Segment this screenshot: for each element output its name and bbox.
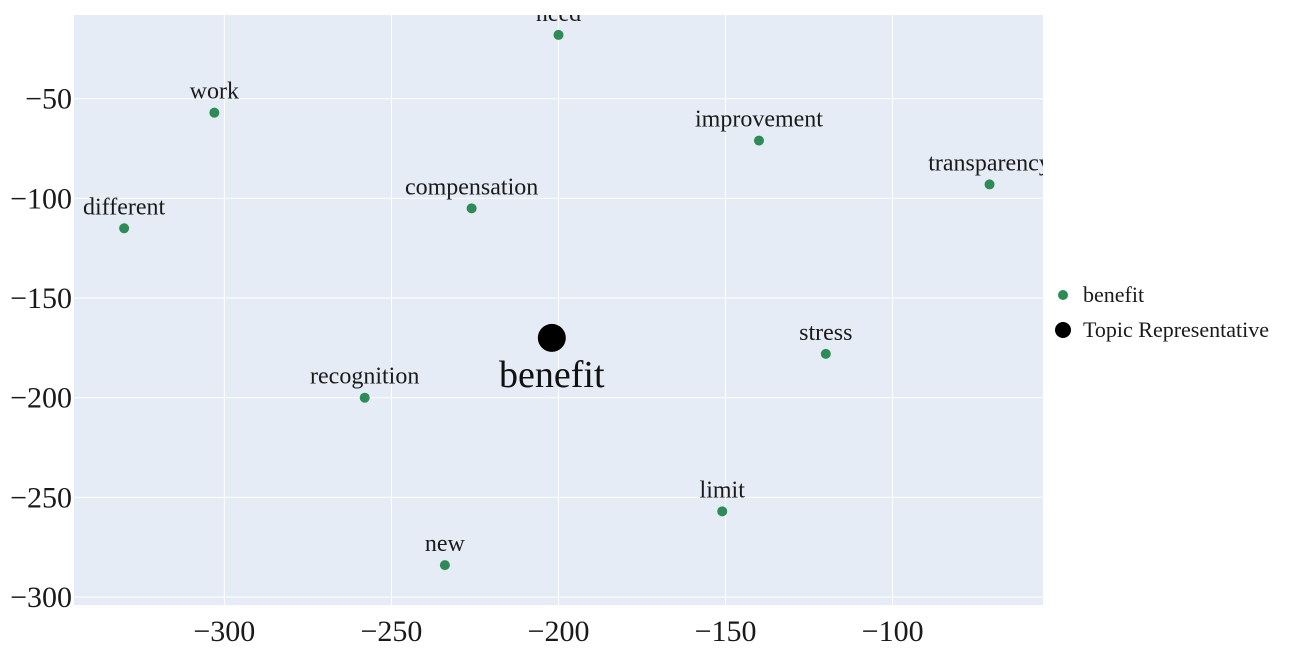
point-label: compensation [405,174,538,200]
point-label: need [536,1,581,27]
y-axis-ticks: −50 −100 −150 −200 −250 −300 [10,83,72,614]
legend-item[interactable]: benefit [1058,282,1144,307]
legend-label: benefit [1083,282,1144,307]
data-point[interactable] [717,506,728,517]
gridlines [74,15,1043,605]
legend-item[interactable]: Topic Representative [1055,317,1269,342]
point-label: recognition [310,364,419,390]
data-point[interactable] [820,348,831,359]
x-tick-label: −100 [862,615,924,648]
representative-point[interactable] [537,323,566,352]
point-label: limit [700,477,746,503]
y-tick-label: −200 [10,382,72,415]
point-label: stress [799,320,852,346]
data-point[interactable] [119,223,130,234]
data-point[interactable] [209,107,220,118]
data-point[interactable] [553,29,564,40]
representative-label: benefit [499,354,605,396]
y-tick-label: −50 [25,83,72,116]
data-points: need work improvement transparency compensat… [83,1,1051,571]
point-label: work [190,79,239,105]
legend-label: Topic Representative [1083,317,1269,342]
x-tick-label: −200 [528,615,590,648]
x-tick-label: −150 [695,615,757,648]
topic-representative-series: benefit [499,323,605,396]
data-point[interactable] [753,135,764,146]
benefit-series: need work improvement transparency compensat… [83,1,1051,571]
legend-marker [1058,290,1068,300]
point-label: different [83,194,166,220]
point-label: improvement [695,107,823,133]
data-point[interactable] [439,560,450,571]
x-tick-label: −250 [360,615,422,648]
data-point[interactable] [466,203,477,214]
point-label: new [425,531,466,557]
x-axis-ticks: −300 −250 −200 −150 −100 [193,615,923,648]
x-tick-label: −300 [193,615,255,648]
y-tick-label: −100 [10,182,72,215]
legend[interactable]: benefit Topic Representative [1055,282,1269,342]
legend-marker [1055,322,1071,338]
data-point[interactable] [984,179,995,190]
y-tick-label: −300 [10,581,72,614]
y-tick-label: −250 [10,481,72,514]
y-tick-label: −150 [10,282,72,315]
data-point[interactable] [359,392,370,403]
point-label: transparency [928,150,1051,176]
